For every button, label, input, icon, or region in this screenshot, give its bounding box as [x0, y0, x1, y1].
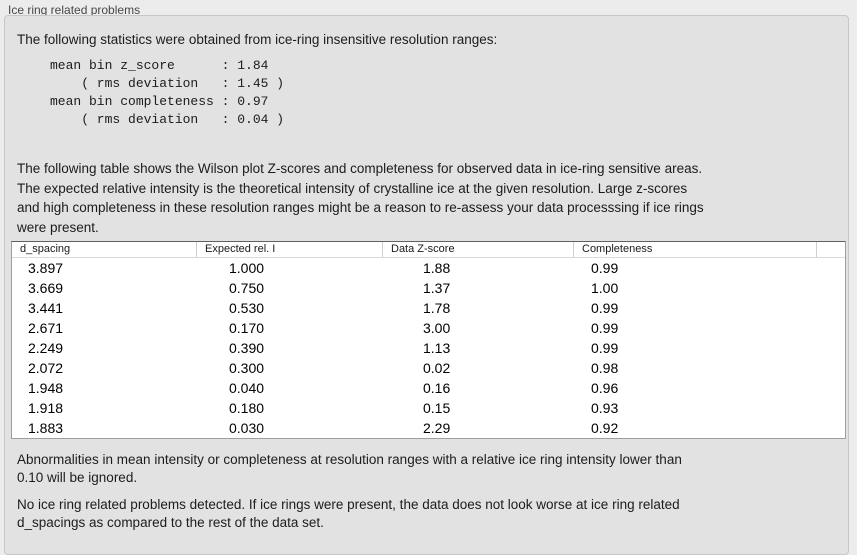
page: { "panel": { "title": "Ice ring related … [4, 3, 849, 555]
ice-table-body: 3.897 1.000 1.88 0.99 3.669 0.750 1.37 1.00 3.44… [12, 258, 845, 438]
intro-text: The following statistics were obtained f… [17, 32, 498, 47]
table-cell: 2.072 [28, 360, 64, 376]
stat-line-mean-completeness: mean bin completeness : 0.97 [50, 94, 269, 109]
text-line: d_spacings as compared to the rest of th… [17, 515, 324, 530]
table-cell: 1.883 [28, 420, 64, 436]
table-cell: 0.16 [423, 380, 451, 396]
table-cell: 3.441 [28, 300, 64, 316]
table-row[interactable]: 2.671 0.170 3.00 0.99 [12, 318, 845, 338]
text-line: 0.10 will be ignored. [17, 470, 138, 485]
table-cell: 0.750 [229, 280, 265, 296]
table-cell: 0.030 [229, 420, 265, 436]
table-cell: 2.671 [28, 320, 64, 336]
text-line: The following table shows the Wilson plo… [17, 161, 703, 176]
table-description: The following table shows the Wilson plo… [17, 159, 704, 237]
groupbox-title: Ice ring related problems [8, 3, 141, 17]
table-cell: 3.00 [423, 320, 451, 336]
ignore-note: Abnormalities in mean intensity or compl… [17, 451, 682, 487]
table-cell: 0.98 [591, 360, 619, 376]
table-row[interactable]: 3.669 0.750 1.37 1.00 [12, 278, 845, 298]
stat-line-z-score-rms: ( rms deviation : 1.45 ) [50, 76, 285, 91]
table-cell: 3.897 [28, 260, 64, 276]
table-cell: 1.918 [28, 400, 64, 416]
ice-ring-table: d_spacing Expected rel. I Data Z-score C… [11, 241, 846, 439]
text-line: and high completeness in these resolutio… [17, 200, 704, 215]
stat-line-completeness-rms: ( rms deviation : 0.04 ) [50, 112, 285, 127]
table-cell: 1.00 [591, 280, 619, 296]
table-cell: 0.530 [229, 300, 265, 316]
table-cell: 0.040 [229, 380, 265, 396]
table-cell: 1.88 [423, 260, 451, 276]
table-cell: 3.669 [28, 280, 64, 296]
column-header-filler [817, 242, 845, 257]
text-line: The expected relative intensity is the t… [17, 180, 688, 196]
text-line: No ice ring related problems detected. I… [17, 497, 680, 512]
column-header-d-spacing[interactable]: d_spacing [12, 242, 197, 257]
table-header-row: d_spacing Expected rel. I Data Z-score C… [12, 242, 845, 258]
table-cell: 0.99 [591, 340, 619, 356]
table-cell: 0.300 [229, 360, 265, 376]
table-cell: 2.249 [28, 340, 64, 356]
text-line: Abnormalities in mean intensity or compl… [17, 452, 682, 467]
table-cell: 0.15 [423, 400, 451, 416]
table-row[interactable]: 1.948 0.040 0.16 0.96 [12, 378, 845, 398]
column-header-expected-rel-i[interactable]: Expected rel. I [197, 242, 383, 257]
table-row[interactable]: 1.883 0.030 2.29 0.92 [12, 418, 845, 438]
text-line: were present. [17, 219, 99, 235]
table-cell: 1.000 [229, 260, 265, 276]
table-cell: 0.99 [591, 260, 619, 276]
column-header-data-z-score[interactable]: Data Z-score [383, 242, 574, 257]
table-cell: 0.96 [591, 380, 619, 396]
table-cell: 1.13 [423, 340, 451, 356]
table-cell: 1.948 [28, 380, 64, 396]
table-cell: 1.37 [423, 280, 451, 296]
table-cell: 0.180 [229, 400, 265, 416]
table-row[interactable]: 2.249 0.390 1.13 0.99 [12, 338, 845, 358]
table-cell: 1.78 [423, 300, 451, 316]
ice-ring-groupbox: The following statistics were obtained f… [4, 15, 849, 555]
table-row[interactable]: 3.441 0.530 1.78 0.99 [12, 298, 845, 318]
table-cell: 0.390 [229, 340, 265, 356]
table-row[interactable]: 1.918 0.180 0.15 0.93 [12, 398, 845, 418]
table-cell: 0.02 [423, 360, 451, 376]
table-cell: 0.170 [229, 320, 265, 336]
stat-line-mean-z-score: mean bin z_score : 1.84 [50, 58, 269, 73]
table-cell: 0.99 [591, 320, 619, 336]
stats-block: mean bin z_score : 1.84 ( rms deviation … [50, 57, 284, 129]
table-row[interactable]: 2.072 0.300 0.02 0.98 [12, 358, 845, 378]
column-header-completeness[interactable]: Completeness [574, 242, 817, 257]
table-cell: 0.92 [591, 420, 619, 436]
table-cell: 0.99 [591, 300, 619, 316]
table-cell: 2.29 [423, 420, 451, 436]
table-cell: 0.93 [591, 400, 619, 416]
table-row[interactable]: 3.897 1.000 1.88 0.99 [12, 258, 845, 278]
conclusion-text: No ice ring related problems detected. I… [17, 496, 680, 532]
